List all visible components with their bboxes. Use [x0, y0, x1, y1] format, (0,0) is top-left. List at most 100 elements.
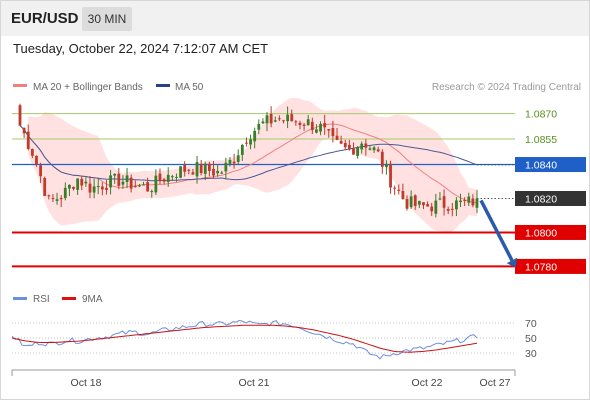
candle-body — [438, 198, 442, 200]
candle-body — [475, 198, 479, 208]
symbol-label: EUR/USD — [11, 10, 79, 27]
candle-body — [450, 208, 454, 210]
rsi-panel: 70 50 30 — [11, 318, 537, 360]
candle-body — [26, 131, 30, 149]
candle-body — [343, 143, 347, 148]
candle-body — [385, 164, 388, 168]
candle-body — [39, 165, 42, 177]
candle-body — [302, 124, 306, 126]
candle-body — [294, 121, 298, 123]
support-badge — [515, 258, 586, 274]
candle-body — [459, 200, 462, 203]
candle-body — [282, 120, 285, 122]
ma50-legend-swatch — [156, 84, 170, 87]
candle-body — [232, 161, 236, 164]
candle-body — [315, 129, 318, 133]
candle-body — [455, 200, 458, 210]
candle-body — [471, 198, 475, 206]
level-badges-layer: 1.0870 1.0855 1.0840 1.0820 1.0800 1.0780 — [515, 109, 586, 274]
rsi-ma-legend-label: 9MA — [82, 294, 103, 305]
candle-body — [55, 199, 59, 201]
candle-body — [96, 186, 100, 188]
current-price-label: 1.0820 — [525, 193, 557, 205]
candle-body — [68, 184, 71, 189]
candle-body — [442, 196, 446, 208]
candle-body — [109, 175, 112, 188]
resistance-label: 1.0855 — [525, 134, 557, 146]
candle-body — [224, 162, 228, 172]
candle-body — [331, 128, 335, 137]
candle-body — [261, 121, 265, 124]
candle-body — [364, 143, 368, 148]
candle-body — [195, 162, 199, 177]
credit-text: Research © 2024 Trading Central — [432, 82, 581, 93]
candle-body — [183, 165, 187, 172]
candle-body — [327, 129, 331, 131]
x-tick-label: Oct 27 — [480, 377, 511, 389]
candle-body — [35, 155, 38, 164]
candle-body — [216, 170, 220, 174]
candle-body — [426, 204, 429, 207]
candle-body — [158, 173, 162, 181]
candle-body — [405, 198, 409, 209]
candle-body — [401, 191, 405, 199]
candle-body — [463, 200, 467, 202]
x-tick-label: Oct 22 — [412, 377, 443, 389]
x-tick-label: Oct 18 — [71, 377, 102, 389]
candle-body — [269, 114, 273, 124]
candle-body — [360, 143, 364, 150]
candle-body — [18, 105, 22, 126]
candle-body — [422, 202, 425, 206]
forecast-arrow-head — [506, 257, 518, 268]
rsi-line — [11, 319, 478, 360]
candle-body — [105, 187, 108, 190]
candle-body — [72, 187, 75, 189]
candle-body — [249, 139, 252, 145]
candle-body — [245, 142, 248, 144]
candle-body — [236, 155, 240, 162]
candle-body — [339, 140, 343, 144]
candle-body — [133, 186, 137, 188]
candle-body — [220, 172, 224, 174]
timeframe-badge[interactable]: 30 MIN — [82, 7, 132, 31]
candle-body — [146, 182, 150, 192]
candle-body — [417, 201, 421, 205]
candle-body — [47, 195, 51, 197]
resistance-label: 1.0870 — [525, 109, 557, 121]
rsi-legend-swatch — [13, 297, 27, 300]
candle-body — [199, 164, 203, 174]
bollinger-legend-swatch — [13, 84, 27, 87]
current-price-badge — [515, 190, 586, 206]
ma50-line — [19, 125, 478, 182]
candle-body — [306, 119, 310, 126]
candle-body — [290, 114, 294, 122]
candle-body — [51, 197, 55, 199]
candle-body — [59, 197, 63, 200]
candle-body — [372, 147, 376, 151]
support-badge — [515, 224, 586, 240]
forecast-layer — [479, 199, 518, 268]
candle-body — [121, 181, 125, 185]
candle-body — [409, 196, 413, 208]
candle-body — [467, 196, 471, 203]
candle-body — [150, 191, 154, 193]
candle-body — [175, 176, 178, 178]
candle-body — [397, 189, 401, 191]
candle-body — [125, 175, 129, 183]
candle-body — [207, 163, 211, 171]
levels-layer — [12, 113, 515, 268]
candle-body — [129, 177, 133, 189]
candle-body — [323, 122, 327, 128]
moving-average-layer — [19, 123, 515, 204]
candle-body — [265, 115, 269, 124]
candle-body — [380, 151, 384, 167]
candle-body — [187, 169, 191, 171]
candle-body — [43, 178, 47, 196]
candle-body — [286, 114, 290, 122]
pivot-badge — [515, 157, 586, 173]
candle-body — [92, 186, 96, 193]
candle-body — [253, 130, 257, 142]
candle-body — [356, 147, 360, 156]
rsi-ma-line — [11, 324, 478, 353]
candle-body — [76, 178, 80, 190]
